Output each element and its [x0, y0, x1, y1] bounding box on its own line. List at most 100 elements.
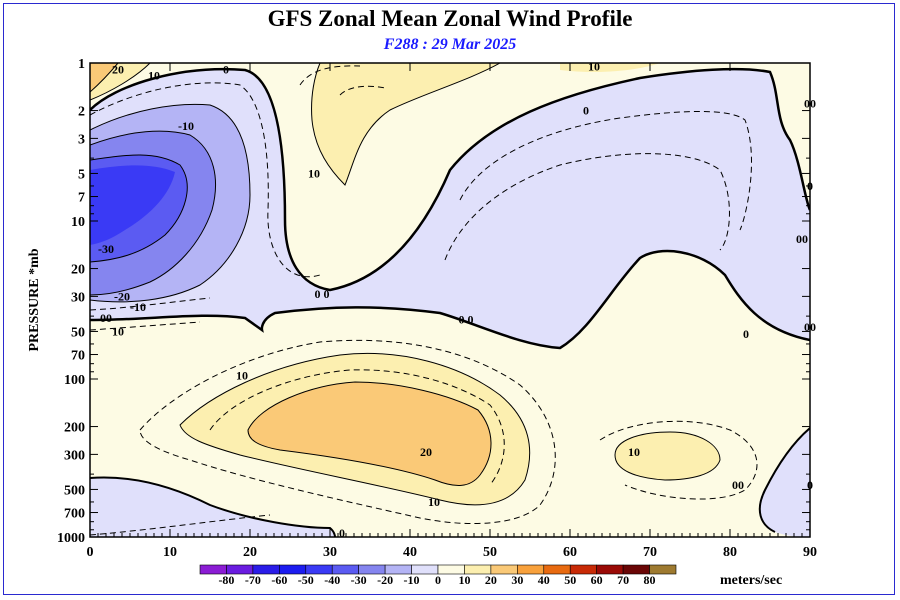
x-tick-label: 60: [563, 545, 577, 560]
zero-contour-bottomright: [758, 427, 810, 533]
dashed-pos-15-top-inner: [339, 85, 386, 96]
other-contours: [90, 63, 721, 506]
colorbar-tick-label: 20: [485, 573, 497, 587]
fill-pos-topcenter: [311, 63, 500, 185]
contour-pos-10-corner: [90, 63, 151, 101]
contour-neg-10: [90, 103, 251, 303]
zero-contours: [90, 67, 810, 537]
contour-pos-10-small: [614, 431, 721, 481]
fill-pos-upper-left: [90, 63, 118, 92]
fill-neg-0: [90, 69, 810, 348]
y-tick-label: 200: [64, 421, 85, 436]
contour-pos-20-corner: [90, 63, 119, 93]
colorbar-tick-label: 40: [538, 573, 550, 587]
x-tick-label: 0: [87, 545, 94, 560]
x-tick-label: 30: [323, 545, 337, 560]
fill-pos-upper-left-20: [90, 63, 150, 100]
y-tick-label: 100: [64, 373, 85, 388]
dashed-contours: [90, 65, 758, 536]
dashed-neg-5-right-inner: [444, 153, 730, 261]
y-tick-label: 500: [64, 483, 85, 498]
y-tick-label: 7: [78, 191, 85, 206]
dashed-pos-5-jet: [139, 339, 556, 525]
colorbar-tick-label: -20: [377, 573, 393, 587]
colorbar-tick-label: 0: [435, 573, 441, 587]
contour-label: 0: [223, 63, 229, 77]
contour-pos-10-top: [311, 63, 501, 186]
contour-label: 0 0: [315, 287, 330, 301]
contour-label: 0: [743, 327, 749, 341]
contour-label: 10: [308, 166, 320, 180]
y-tick-label: 50: [71, 325, 85, 340]
y-tick-label: 2: [78, 105, 85, 120]
contour-label: 0: [583, 104, 589, 118]
contour-label: -10: [130, 300, 146, 314]
contour-label: -30: [98, 242, 114, 256]
figure-frame: [3, 3, 895, 595]
colorbar: -80 -70 -60 -50 -40 -30 -20 -10 0 10 20 30 40 50 60 70 8…: [199, 564, 677, 587]
zero-contour-bottomleft: [90, 476, 336, 537]
fill-pos-20-jet: [248, 382, 492, 486]
x-tick-label: 90: [803, 545, 817, 560]
fill-neg-bottomright: [759, 428, 810, 537]
contour-pos-10-jet: [179, 352, 531, 506]
y-axis-label: PRESSURE *mb: [27, 248, 42, 351]
dashed-pos-15-top: [299, 65, 361, 86]
colorbar-tick-label: -70: [245, 573, 261, 587]
colorbar-tick-label: 10: [458, 573, 470, 587]
contour-label: -20: [114, 289, 130, 303]
y-tick-label: 1000: [57, 531, 85, 546]
fill-neg-bottomleft: [90, 477, 335, 537]
colorbar-tick-label: -30: [351, 573, 367, 587]
dashed-pos-5-small: [599, 420, 758, 500]
y-tick-label: 10: [71, 215, 85, 230]
contour-label: 10: [628, 445, 640, 459]
colorbar-tick-label: 50: [564, 573, 576, 587]
x-tick-label: 10: [163, 545, 177, 560]
contour-label: 00: [796, 232, 808, 246]
colorbar-tick-label: -80: [218, 573, 234, 587]
colorbar-tick-label: 80: [644, 573, 656, 587]
y-tick-label: 70: [71, 349, 85, 364]
x-tick-label: 80: [723, 545, 737, 560]
contour-label: 10: [148, 69, 160, 83]
dashed-pos-5-low: [90, 321, 201, 331]
y-tick-label: 5: [78, 167, 85, 182]
y-tick-label: 30: [71, 290, 85, 305]
contour-label: -10: [178, 119, 194, 133]
y-tick-label: 1: [78, 57, 85, 72]
contour-label: 00: [100, 311, 112, 325]
contour-label: 10: [428, 495, 440, 509]
colorbar-tick-label: 70: [617, 573, 629, 587]
y-tick-label: 20: [71, 263, 85, 278]
dashed-pos-15-jet: [209, 369, 505, 486]
x-tick-label: 20: [243, 545, 257, 560]
y-tick-label: 700: [64, 507, 85, 522]
x-tick-label: 50: [483, 545, 497, 560]
chart-title: GFS Zonal Mean Zonal Wind Profile: [267, 6, 633, 31]
y-tick-label: 300: [64, 448, 85, 463]
chart-subtitle: F288 : 29 Mar 2025: [383, 36, 517, 53]
contour-label: 10: [588, 59, 600, 73]
colorbar-swatch: [649, 564, 677, 575]
fill-pos-10-small: [615, 432, 720, 480]
colorbar-tick-label: -40: [324, 573, 340, 587]
filled-contours: [90, 63, 810, 537]
colorbar-tick-label: 30: [511, 573, 523, 587]
dashed-neg-5-low: [90, 297, 211, 311]
x-tick-label: 70: [643, 545, 657, 560]
fill-neg-40: [90, 165, 175, 245]
x-tick-label: 40: [403, 545, 417, 560]
colorbar-tick-label: -50: [298, 573, 314, 587]
contour-label: 10: [112, 324, 124, 338]
dashed-neg-5-right: [459, 111, 752, 231]
dashed-bottom: [90, 514, 271, 536]
zero-contour-main: [90, 249, 810, 350]
colorbar-tick-label: -10: [404, 573, 420, 587]
contour-label: 0 0: [459, 312, 474, 326]
fill-pos-topright: [560, 63, 660, 73]
contour-label: 20: [112, 63, 124, 77]
colorbar-units: meters/sec: [720, 573, 782, 588]
